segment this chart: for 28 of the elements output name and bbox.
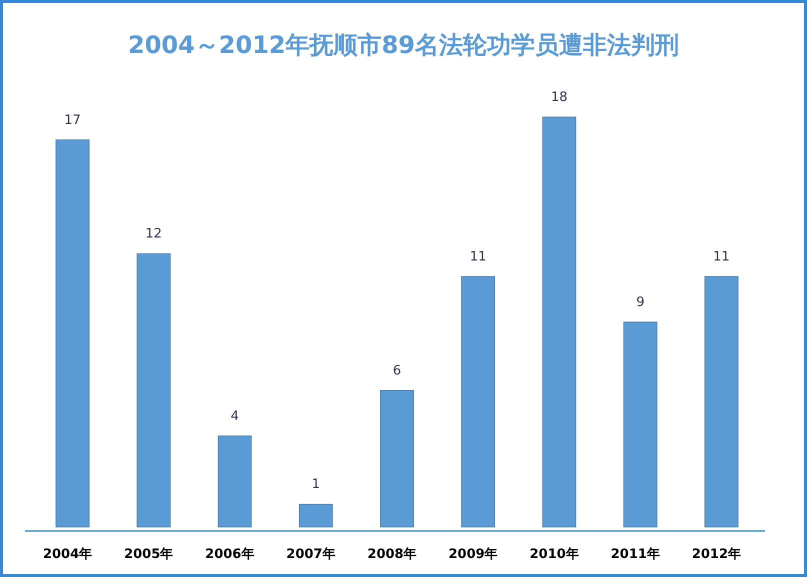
bar: [623, 322, 658, 528]
x-tick-label: 2008年: [367, 547, 417, 562]
bar: [218, 436, 252, 528]
bar: [461, 276, 496, 528]
data-label: 4: [230, 408, 239, 424]
x-tick-label: 2009年: [448, 547, 498, 562]
data-label: 1: [312, 477, 320, 492]
x-tick-label: 2007年: [286, 547, 336, 562]
bar: [136, 253, 171, 528]
bar: [298, 504, 333, 528]
data-label: 9: [636, 295, 644, 310]
data-label: 11: [470, 249, 486, 264]
x-tick-label: 2010年: [530, 547, 579, 562]
x-tick-label: 2006年: [205, 547, 254, 562]
x-tick-label: 2012年: [692, 547, 742, 562]
data-label: 11: [713, 249, 730, 264]
chart-title: 2004～2012年抚顺市89名法轮功学员遭非法判刑: [128, 31, 679, 59]
bar: [56, 139, 90, 528]
x-tick-label: 2005年: [124, 547, 174, 562]
data-label: 17: [64, 112, 81, 128]
x-tick-label: 2011年: [610, 547, 660, 562]
bar: [380, 390, 414, 528]
bar: [542, 116, 576, 528]
data-label: 6: [392, 363, 402, 378]
data-label: 12: [145, 226, 162, 242]
x-tick-label: 2004年: [42, 547, 92, 562]
bar: [704, 276, 738, 528]
data-label: 18: [550, 90, 568, 105]
